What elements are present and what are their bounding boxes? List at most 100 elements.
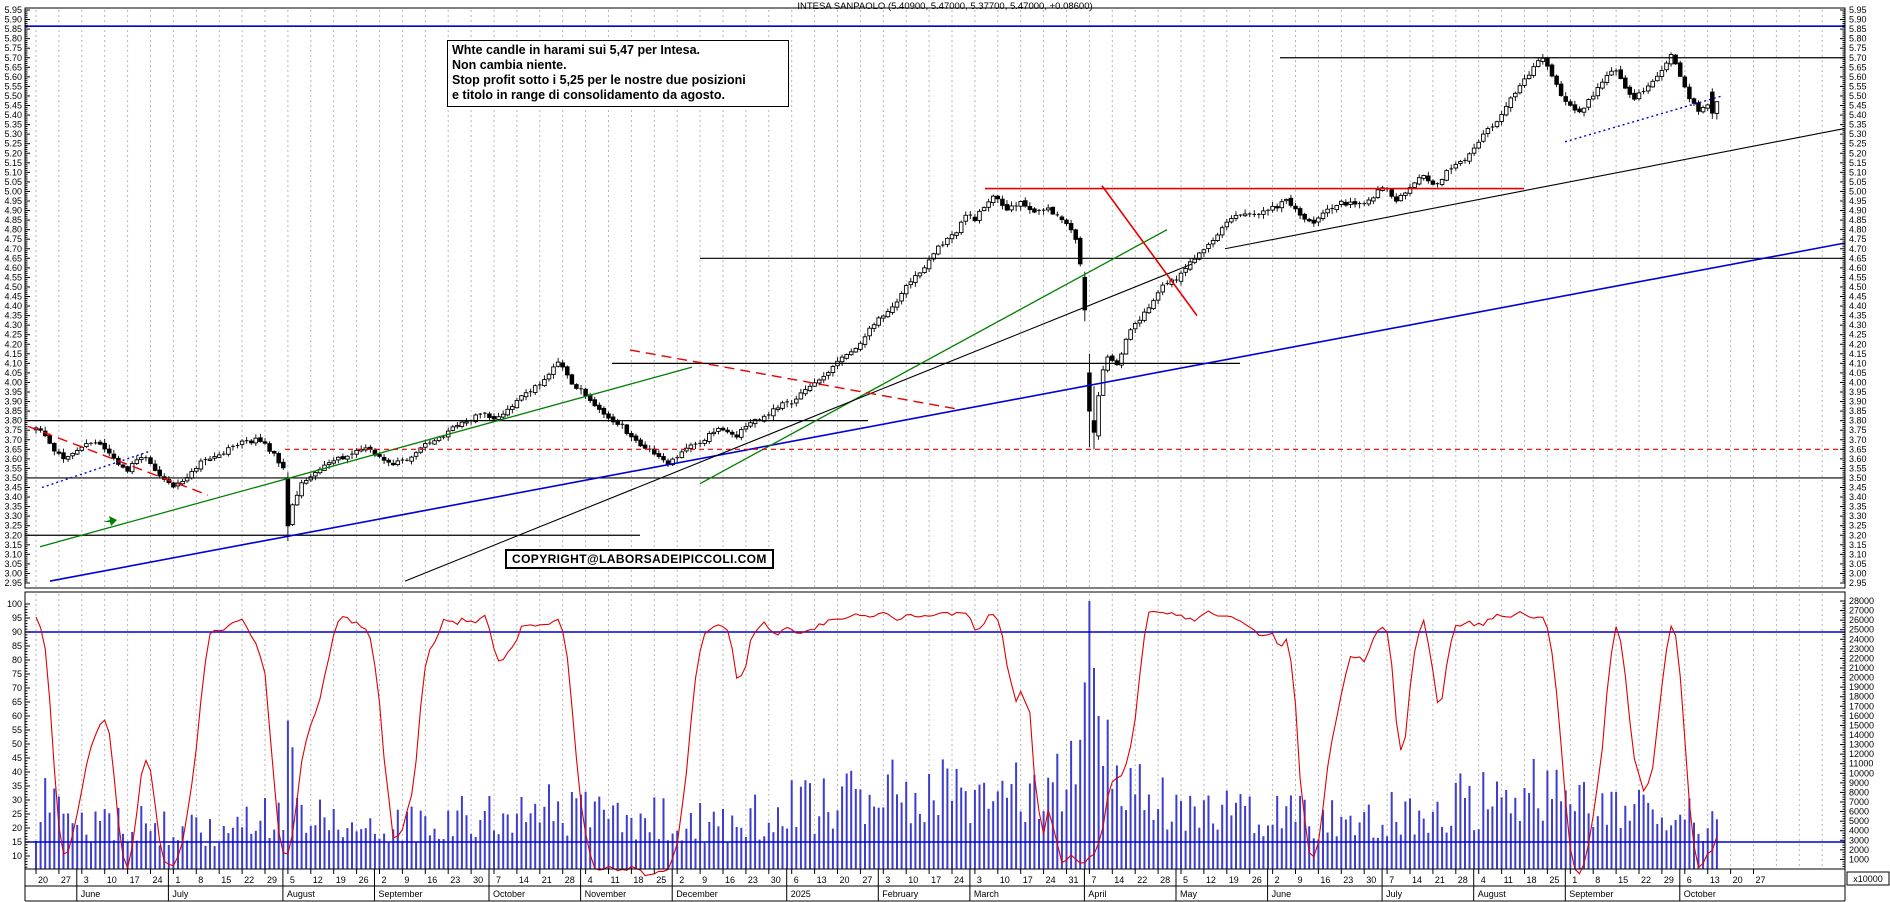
svg-text:5.45: 5.45 xyxy=(1849,101,1867,111)
svg-text:12: 12 xyxy=(1206,875,1216,885)
month-label: September xyxy=(379,889,423,899)
svg-text:11: 11 xyxy=(611,875,620,885)
svg-text:3.70: 3.70 xyxy=(1849,435,1867,445)
svg-text:5.25: 5.25 xyxy=(4,139,22,149)
svg-text:16: 16 xyxy=(725,875,735,885)
annotation-line-4: e titolo in range di consolidamento da a… xyxy=(452,88,725,102)
svg-text:4.10: 4.10 xyxy=(4,358,22,368)
svg-text:9: 9 xyxy=(702,875,707,885)
annotation-line-3: Stop profit sotto i 5,25 per le nostre d… xyxy=(452,73,746,87)
svg-text:7: 7 xyxy=(496,875,501,885)
svg-text:3.85: 3.85 xyxy=(4,406,22,416)
svg-text:5.25: 5.25 xyxy=(1849,139,1867,149)
svg-text:22000: 22000 xyxy=(1849,653,1874,663)
analyst-annotation-box[interactable]: Whte candle in harami sui 5,47 per Intes… xyxy=(447,40,789,107)
svg-text:10: 10 xyxy=(107,875,117,885)
svg-text:2000: 2000 xyxy=(1849,845,1869,855)
svg-text:4.70: 4.70 xyxy=(4,244,22,254)
svg-text:3.15: 3.15 xyxy=(1849,540,1867,550)
svg-text:4.40: 4.40 xyxy=(4,301,22,311)
red-dashed-downtrend-2024 xyxy=(27,425,209,496)
svg-text:3.15: 3.15 xyxy=(4,540,22,550)
date-axis: 20 27 3 10 17 24 1 8 15 22 29 5 12 19 26 2 9 16 23 30 7 14 21 2… xyxy=(24,869,1846,902)
svg-text:3.70: 3.70 xyxy=(4,435,22,445)
svg-text:4.15: 4.15 xyxy=(1849,349,1867,359)
svg-text:3.55: 3.55 xyxy=(1849,463,1867,473)
svg-text:29: 29 xyxy=(267,875,277,885)
svg-text:3: 3 xyxy=(84,875,89,885)
svg-text:5.50: 5.50 xyxy=(4,91,22,101)
svg-text:2: 2 xyxy=(382,875,387,885)
svg-text:19: 19 xyxy=(1229,875,1239,885)
svg-text:25: 25 xyxy=(12,809,22,819)
svg-text:4.05: 4.05 xyxy=(4,368,22,378)
svg-text:5.85: 5.85 xyxy=(4,24,22,34)
svg-text:4: 4 xyxy=(1481,875,1486,885)
svg-text:5.35: 5.35 xyxy=(4,120,22,130)
svg-text:5.70: 5.70 xyxy=(4,53,22,63)
svg-text:5.20: 5.20 xyxy=(4,148,22,158)
volume-multiplier-label: x10000 xyxy=(1846,871,1890,886)
svg-text:13: 13 xyxy=(817,875,827,885)
month-label: October xyxy=(493,889,525,899)
svg-text:11: 11 xyxy=(1504,875,1513,885)
svg-text:5.55: 5.55 xyxy=(4,81,22,91)
svg-text:5.15: 5.15 xyxy=(1849,158,1867,168)
svg-text:4.95: 4.95 xyxy=(1849,196,1867,206)
svg-text:3.95: 3.95 xyxy=(4,387,22,397)
svg-text:25000: 25000 xyxy=(1849,625,1874,635)
annotation-line-2: Non cambia niente. xyxy=(452,58,567,72)
support-resistance-levels xyxy=(25,57,1845,536)
svg-text:6000: 6000 xyxy=(1849,807,1869,817)
svg-text:4000: 4000 xyxy=(1849,826,1869,836)
svg-text:45: 45 xyxy=(12,753,22,763)
svg-text:5.20: 5.20 xyxy=(1849,148,1867,158)
svg-text:5.80: 5.80 xyxy=(4,34,22,44)
chart-title: INTESA SANPAOLO (5.40900, 5.47000, 5.377… xyxy=(797,1,1093,12)
svg-text:13: 13 xyxy=(1710,875,1720,885)
svg-text:26: 26 xyxy=(359,875,369,885)
month-label: June xyxy=(81,889,101,899)
svg-text:70: 70 xyxy=(12,683,22,693)
svg-text:27: 27 xyxy=(1756,875,1766,885)
svg-text:3.30: 3.30 xyxy=(4,511,22,521)
svg-text:4.55: 4.55 xyxy=(4,272,22,282)
blue-dotted-trendline-jun24 xyxy=(41,450,151,489)
svg-text:9: 9 xyxy=(404,875,409,885)
svg-text:75: 75 xyxy=(12,669,22,679)
svg-text:4.65: 4.65 xyxy=(1849,253,1867,263)
svg-text:90: 90 xyxy=(12,627,22,637)
month-label: October xyxy=(1684,889,1716,899)
svg-text:3.85: 3.85 xyxy=(1849,406,1867,416)
month-label: March xyxy=(974,889,999,899)
svg-text:17: 17 xyxy=(130,875,140,885)
svg-text:5.95: 5.95 xyxy=(4,5,22,15)
svg-text:27: 27 xyxy=(61,875,71,885)
svg-text:4.90: 4.90 xyxy=(1849,206,1867,216)
svg-text:5: 5 xyxy=(1183,875,1188,885)
svg-text:28: 28 xyxy=(565,875,575,885)
svg-text:21000: 21000 xyxy=(1849,663,1874,673)
svg-text:22: 22 xyxy=(1641,875,1651,885)
svg-text:3.35: 3.35 xyxy=(4,502,22,512)
svg-text:1000: 1000 xyxy=(1849,854,1869,864)
svg-text:13000: 13000 xyxy=(1849,740,1874,750)
svg-text:15: 15 xyxy=(221,875,231,885)
red-breakdown-trendline xyxy=(1101,185,1198,317)
svg-text:17000: 17000 xyxy=(1849,701,1874,711)
svg-text:4.75: 4.75 xyxy=(4,234,22,244)
svg-text:7000: 7000 xyxy=(1849,797,1869,807)
svg-text:20000: 20000 xyxy=(1849,673,1874,683)
month-label: December xyxy=(676,889,718,899)
svg-text:5.40: 5.40 xyxy=(1849,110,1867,120)
svg-text:4.80: 4.80 xyxy=(4,225,22,235)
svg-text:10: 10 xyxy=(1000,875,1010,885)
svg-text:24: 24 xyxy=(153,875,163,885)
month-label: June xyxy=(1272,889,1292,899)
svg-text:3.90: 3.90 xyxy=(4,397,22,407)
svg-text:3.05: 3.05 xyxy=(4,559,22,569)
svg-text:20: 20 xyxy=(12,823,22,833)
svg-text:5.50: 5.50 xyxy=(1849,91,1867,101)
svg-text:5.05: 5.05 xyxy=(4,177,22,187)
